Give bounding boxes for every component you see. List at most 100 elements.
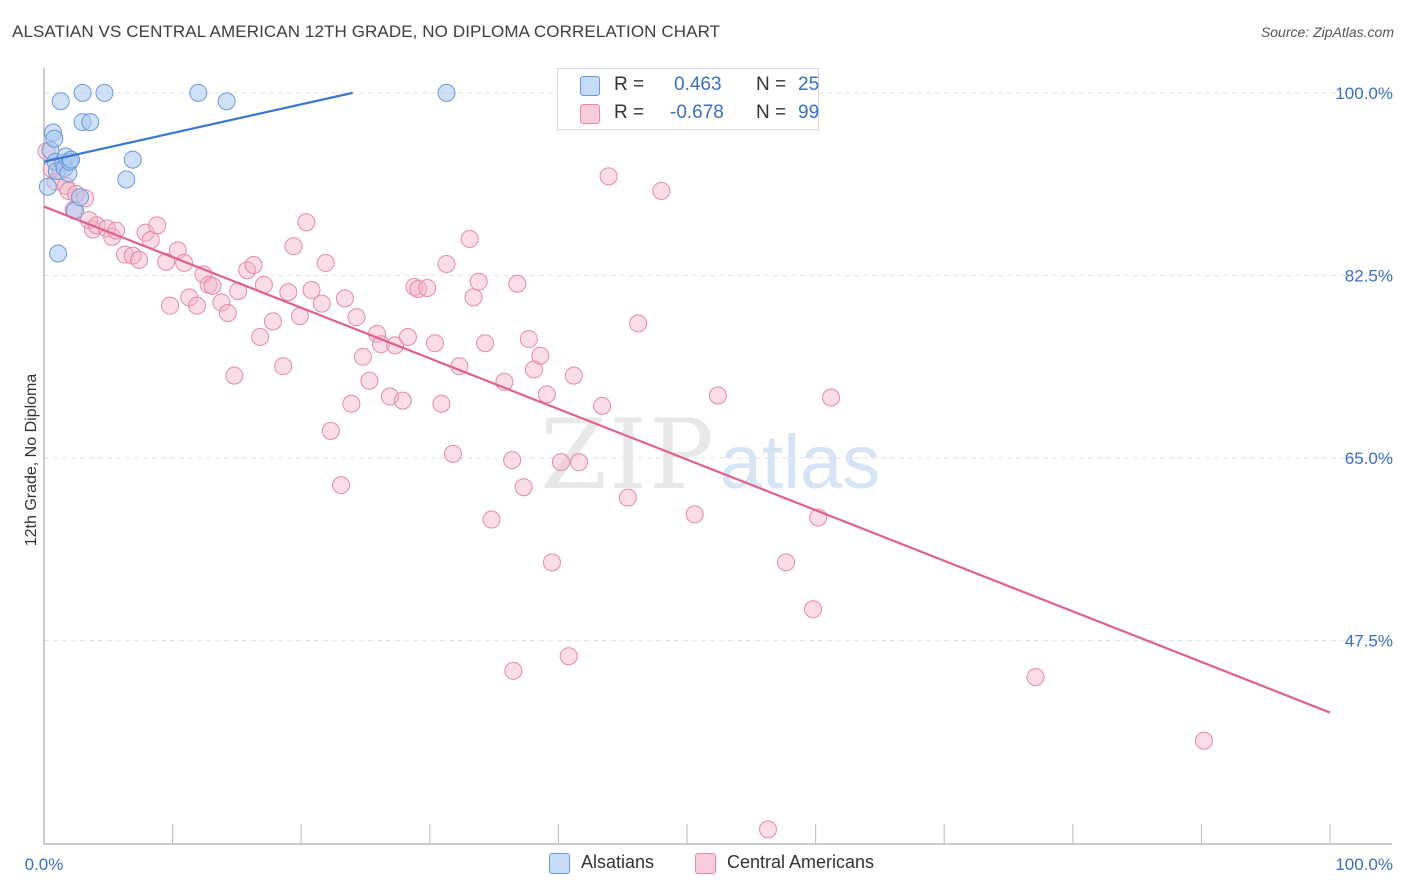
y-tick-label: 100.0% [1335,84,1393,103]
data-point-central-americans [476,334,495,353]
data-point-central-americans [432,394,451,413]
data-point-central-americans [148,216,167,235]
watermark-zip: ZIP [540,399,715,511]
series-alsatians [38,83,456,263]
data-point-central-americans [519,330,538,349]
x-tick-label: 100.0% [1335,855,1393,874]
y-tick-label: 47.5% [1345,632,1393,651]
data-point-central-americans [393,391,412,410]
y-tick-label: 65.0% [1345,449,1393,468]
data-point-alsatians [71,188,90,207]
tick-labels: 47.5% 65.0% 82.5% 100.0% 0.0% 100.0% [25,84,1393,874]
data-point-alsatians [51,92,70,111]
data-point-central-americans [425,334,444,353]
bottom-legend-swatch-blue [549,853,570,874]
data-point-central-americans [514,478,533,497]
source-label: Source: ZipAtlas.com [1260,24,1394,40]
legend-r-value: 0.463 [674,74,722,95]
data-point-central-americans [418,278,437,297]
data-point-central-americans [1194,731,1213,750]
data-point-central-americans [804,600,823,619]
data-point-central-americans [347,308,366,327]
legend-n-label: N = [756,74,787,95]
legend-n-label: N = [756,102,787,123]
data-point-central-americans [508,274,527,293]
data-point-alsatians [73,83,92,102]
watermark-atlas: atlas [720,420,881,505]
data-point-central-americans [335,289,354,308]
data-point-central-americans [504,661,523,680]
data-point-central-americans [212,293,231,312]
data-point-central-americans [759,820,778,839]
data-point-central-americans [559,647,578,666]
data-point-central-americans [1026,668,1045,687]
data-point-central-americans [302,281,321,300]
data-point-alsatians [437,83,456,102]
data-point-central-americans [316,253,335,272]
legend-n-value: 99 [798,102,820,123]
y-axis-label: 12th Grade, No Diploma [23,373,40,547]
data-point-central-americans [225,366,244,385]
data-point-central-americans [263,312,282,331]
data-point-central-americans [469,272,488,291]
data-point-central-americans [203,276,222,295]
correlation-legend: R = 0.463 N = 25 R = -0.678 N = 99 [557,68,819,130]
trend-lines [43,91,1331,714]
trend-line-alsatians [43,91,353,163]
data-point-central-americans [342,394,361,413]
data-point-central-americans [482,510,501,529]
x-tick-label: 0.0% [25,855,64,874]
legend-r-label: R = [614,102,645,123]
data-point-central-americans [251,327,270,346]
bottom-legend-label: Central Americans [727,852,875,872]
data-point-central-americans [777,553,796,572]
watermark: ZIP atlas [540,399,880,511]
data-point-alsatians [45,129,64,148]
data-point-central-americans [157,252,176,271]
data-point-central-americans [398,327,417,346]
data-point-central-americans [297,213,316,232]
data-point-alsatians [123,150,142,169]
data-point-central-americans [599,167,618,186]
data-point-alsatians [189,83,208,102]
data-point-central-americans [279,283,298,302]
data-point-central-americans [708,386,727,405]
data-point-central-americans [542,553,561,572]
data-point-alsatians [81,113,100,132]
data-point-central-americans [460,229,479,248]
data-point-central-americans [629,314,648,333]
data-point-central-americans [551,453,570,472]
data-point-central-americans [274,357,293,376]
legend-swatch-pink [580,104,600,124]
data-point-central-americans [531,346,550,365]
data-point-central-americans [321,421,340,440]
trend-line-central-americans [43,205,1331,714]
data-point-central-americans [437,254,456,273]
data-point-alsatians [217,92,236,111]
data-point-alsatians [117,170,136,189]
axes [43,68,1392,845]
data-point-central-americans [564,366,583,385]
data-point-central-americans [618,488,637,507]
data-point-central-americans [360,371,379,390]
grid-lines [44,92,1392,642]
data-point-central-americans [188,296,207,315]
data-point-central-americans [464,288,483,307]
data-point-central-americans [332,476,351,495]
data-point-central-americans [822,388,841,407]
data-point-central-americans [503,451,522,470]
data-point-central-americans [161,296,180,315]
data-point-central-americans [130,250,149,269]
data-point-alsatians [38,177,57,196]
data-point-central-americans [244,256,263,274]
data-point-central-americans [175,253,194,272]
data-point-central-americans [312,294,331,313]
y-tick-label: 82.5% [1345,266,1393,285]
data-point-central-americans [569,453,588,472]
series-central-americans [37,142,1213,839]
data-point-central-americans [116,245,135,264]
bottom-legend-swatch-pink [695,853,716,874]
data-point-central-americans [443,444,462,463]
data-point-central-americans [284,237,303,256]
